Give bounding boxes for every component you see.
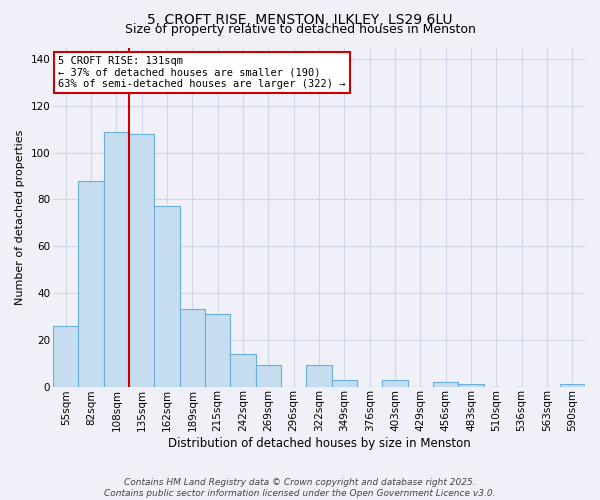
- Y-axis label: Number of detached properties: Number of detached properties: [15, 130, 25, 304]
- Bar: [230, 354, 256, 386]
- X-axis label: Distribution of detached houses by size in Menston: Distribution of detached houses by size …: [167, 437, 470, 450]
- Bar: [53, 326, 79, 386]
- Bar: [433, 382, 458, 386]
- Bar: [307, 366, 332, 386]
- Bar: [382, 380, 407, 386]
- Text: Contains HM Land Registry data © Crown copyright and database right 2025.
Contai: Contains HM Land Registry data © Crown c…: [104, 478, 496, 498]
- Bar: [256, 366, 281, 386]
- Bar: [332, 380, 357, 386]
- Bar: [104, 132, 129, 386]
- Bar: [458, 384, 484, 386]
- Bar: [79, 181, 104, 386]
- Text: 5, CROFT RISE, MENSTON, ILKLEY, LS29 6LU: 5, CROFT RISE, MENSTON, ILKLEY, LS29 6LU: [147, 12, 453, 26]
- Bar: [129, 134, 154, 386]
- Text: Size of property relative to detached houses in Menston: Size of property relative to detached ho…: [125, 22, 475, 36]
- Bar: [154, 206, 180, 386]
- Bar: [560, 384, 585, 386]
- Bar: [205, 314, 230, 386]
- Bar: [180, 310, 205, 386]
- Text: 5 CROFT RISE: 131sqm
← 37% of detached houses are smaller (190)
63% of semi-deta: 5 CROFT RISE: 131sqm ← 37% of detached h…: [58, 56, 346, 89]
